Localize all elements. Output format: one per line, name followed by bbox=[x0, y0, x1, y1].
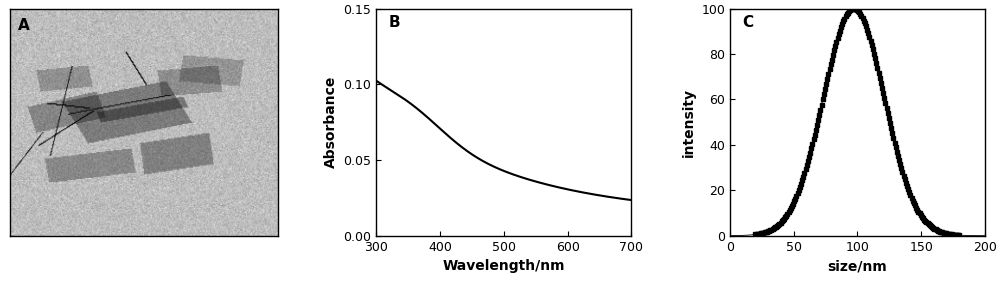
X-axis label: Wavelength/nm: Wavelength/nm bbox=[443, 259, 565, 273]
Text: A: A bbox=[18, 18, 30, 33]
Text: C: C bbox=[743, 15, 754, 30]
Y-axis label: intensity: intensity bbox=[682, 88, 696, 156]
Y-axis label: Absorbance: Absorbance bbox=[324, 76, 338, 168]
Text: B: B bbox=[389, 15, 401, 30]
X-axis label: size/nm: size/nm bbox=[828, 259, 887, 273]
